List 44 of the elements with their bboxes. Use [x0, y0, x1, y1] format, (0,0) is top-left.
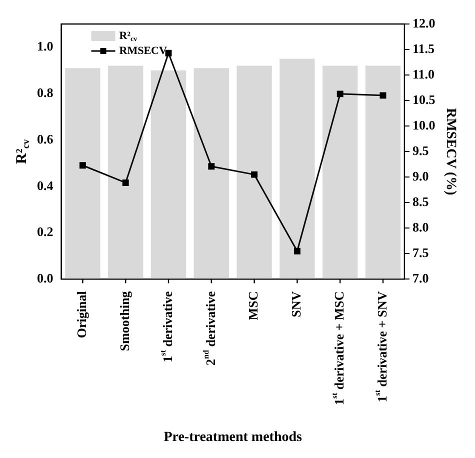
- y2-tick-label: 7.0: [412, 270, 429, 286]
- x-tick-label: 1st derivative: [158, 290, 175, 362]
- y2-tick-label: 12.0: [412, 15, 436, 30]
- bar: [108, 66, 144, 280]
- y2-tick-label: 8.0: [412, 220, 429, 235]
- y2-tick-label: 7.5: [412, 245, 430, 260]
- bar: [65, 68, 100, 280]
- y2-tick-label: 9.0: [412, 168, 429, 184]
- point: [79, 162, 86, 169]
- y2-tick-label: 8.5: [412, 194, 430, 209]
- y2-tick-label: 9.5: [412, 142, 430, 158]
- y-tick-label: 0.2: [37, 224, 54, 240]
- y2-tick-label: 10.5: [412, 92, 436, 107]
- y-tick-label: 0.8: [37, 84, 54, 100]
- point: [251, 171, 258, 178]
- y-tick-label: 1.0: [37, 38, 54, 54]
- y2-tick-label: 10.0: [412, 117, 436, 132]
- legend-label: RMSECV: [119, 44, 167, 57]
- x-tick-label: 1st derivative + MSC: [330, 291, 346, 406]
- bar: [322, 66, 358, 280]
- bar: [280, 58, 315, 280]
- bar: [194, 68, 229, 280]
- bar: [236, 66, 272, 280]
- x-tick-label: Smoothing: [116, 290, 132, 352]
- point: [380, 92, 386, 99]
- point: [294, 248, 300, 254]
- y-tick-label: 0.0: [37, 270, 54, 286]
- y-tick-label: 0.6: [37, 131, 54, 146]
- y-tick-label: 0.4: [37, 178, 54, 193]
- x-tick-label: 1st derivative + SNV: [373, 290, 390, 402]
- x-tick-label: SNV: [288, 290, 304, 318]
- y-axis-title: R²cv: [14, 139, 32, 164]
- point: [336, 90, 344, 98]
- bar: [150, 70, 186, 280]
- y2-tick-label: 11.0: [412, 66, 434, 82]
- bar: [365, 66, 401, 280]
- y2-tick-label: 11.5: [412, 40, 435, 56]
- x-axis-title: Pre-treatment methods: [164, 430, 303, 446]
- x-tick-label: Original: [74, 290, 90, 338]
- point: [208, 163, 215, 170]
- point: [122, 180, 129, 186]
- x-tick-label: 2nd derivative: [202, 290, 218, 366]
- y2-axis-title: RMSECV (%): [442, 108, 458, 196]
- x-tick-label: MSC: [246, 291, 261, 320]
